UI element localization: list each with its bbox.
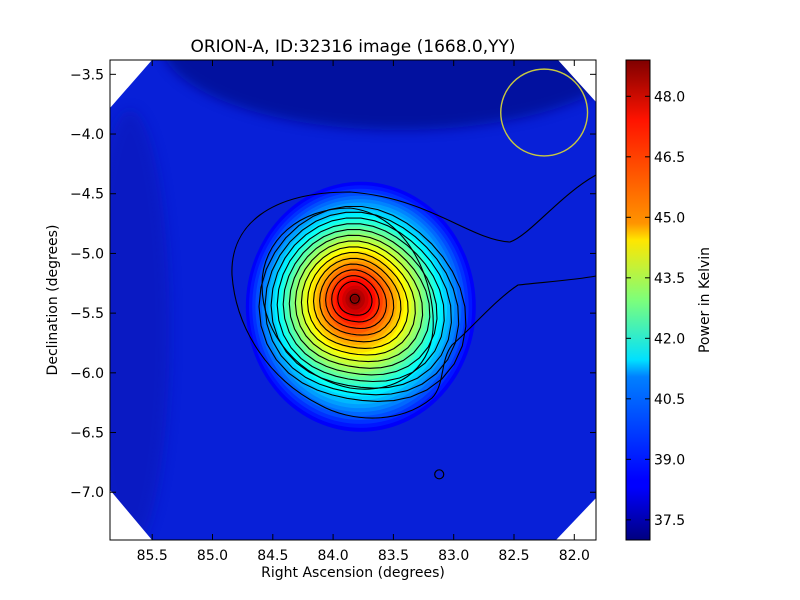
x-tick-label: 85.0 — [197, 548, 228, 564]
source-marker — [434, 469, 445, 480]
heatmap-dark-region — [166, 60, 596, 130]
contour-line — [300, 246, 416, 356]
y-tick-label: −6.5 — [70, 426, 104, 442]
contour-line — [337, 280, 373, 316]
x-tick-label: 82.5 — [498, 548, 529, 564]
contour-line — [264, 211, 460, 396]
beam-circle — [500, 68, 589, 157]
y-tick-label: −3.5 — [70, 67, 104, 83]
heatmap-dark-region-left — [110, 110, 170, 540]
contour-line — [306, 252, 409, 349]
colorbar-label: Power in Kelvin — [697, 247, 713, 353]
y-tick-label: −4.0 — [70, 127, 104, 143]
emission-level — [351, 295, 358, 302]
colorbar: 37.5 39.0 40.5 42.0 43.5 45.0 46.5 48.0 Power i… — [625, 59, 713, 541]
contour-line — [312, 257, 402, 343]
corner-mask-bottom-right — [556, 498, 596, 540]
x-tick-label: 83.0 — [438, 548, 469, 564]
colorbar-ticks: 37.5 39.0 40.5 42.0 43.5 45.0 46.5 48.0 — [626, 89, 685, 529]
corner-mask-top-left — [110, 60, 152, 108]
contour-line-outer — [231, 174, 596, 419]
colorbar-tick-label: 40.5 — [654, 392, 685, 408]
colorbar-tick-label: 42.0 — [654, 331, 685, 347]
colorbar-tick-label: 46.5 — [654, 150, 685, 166]
corner-mask-bottom-left — [110, 490, 152, 540]
y-tick-label: −7.0 — [70, 485, 104, 501]
contour-line — [282, 229, 438, 376]
plot-frame — [109, 59, 597, 541]
contour-line — [270, 217, 452, 389]
source-marker — [349, 293, 360, 304]
chart-title: ORION-A, ID:32316 image (1668.0,YY) — [190, 37, 515, 57]
x-axis: 85.5 85.0 84.5 84.0 83.5 83.0 82.5 82.0 — [137, 60, 590, 564]
x-tick-label: 83.5 — [378, 548, 409, 564]
contour-line — [288, 234, 431, 369]
y-tick-label: −5.0 — [70, 246, 104, 262]
corner-mask-top-right — [558, 60, 596, 102]
y-tick-label: −6.0 — [70, 366, 104, 382]
colorbar-tick-label: 43.5 — [654, 271, 685, 287]
colorbar-tick-label: 48.0 — [654, 89, 685, 105]
colorbar-frame — [625, 59, 651, 541]
colorbar-tick-label: 37.5 — [654, 513, 685, 529]
x-tick-label: 84.0 — [318, 548, 349, 564]
y-tick-label: −5.5 — [70, 306, 104, 322]
plot-area — [110, 60, 596, 540]
colorbar-tick-label: 45.0 — [654, 210, 685, 226]
contour-line — [261, 207, 434, 390]
x-tick-label: 85.5 — [137, 548, 168, 564]
contour-line — [294, 240, 424, 363]
colorbar-tick-label: 39.0 — [654, 452, 685, 468]
x-tick-label: 82.0 — [559, 548, 590, 564]
contour-line — [325, 269, 388, 330]
y-tick-label: −4.5 — [70, 187, 104, 203]
contour-line — [319, 263, 395, 336]
contour-lines — [231, 174, 596, 419]
x-tick-label: 84.5 — [257, 548, 288, 564]
y-axis: −3.5 −4.0 −4.5 −5.0 −5.5 −6.0 −6.5 −7.0 — [70, 67, 596, 501]
source-markers — [349, 293, 445, 480]
colorbar-gradient — [626, 60, 650, 540]
contour-line — [331, 275, 380, 323]
y-axis-label: Declination (degrees) — [45, 225, 61, 376]
x-axis-label: Right Ascension (degrees) — [261, 565, 445, 581]
contour-line — [258, 205, 467, 402]
contour-line — [276, 223, 445, 383]
